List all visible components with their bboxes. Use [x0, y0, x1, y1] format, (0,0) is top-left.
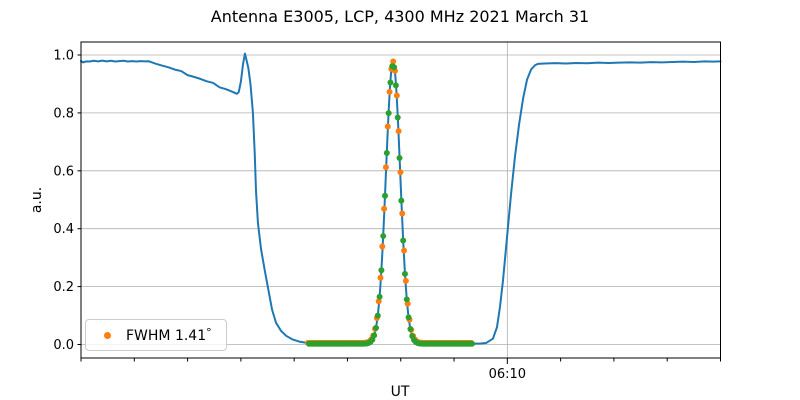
y-axis-label: a.u.	[29, 186, 45, 214]
axis-ticks	[77, 54, 721, 364]
gaussian-fit-markers	[305, 63, 475, 347]
y-tick-label: 1.0	[53, 49, 74, 64]
legend-orange-dot-icon	[104, 331, 111, 339]
tick-labels: 0.0 0.2 0.4 0.6 0.8 1.0 06:10	[53, 49, 526, 383]
x-tick-label: 06:10	[489, 367, 526, 382]
y-tick-label: 0.6	[53, 164, 74, 179]
degree-symbol: °	[206, 326, 212, 339]
y-tick-label: 0.0	[53, 338, 74, 353]
legend: FWHM 1.41°	[85, 319, 227, 351]
y-tick-label: 0.2	[53, 280, 74, 295]
legend-label: FWHM 1.41°	[126, 326, 212, 344]
y-tick-label: 0.8	[53, 106, 74, 121]
x-axis-label: UT	[390, 384, 410, 400]
y-tick-label: 0.4	[53, 222, 74, 237]
chart-title: Antenna E3005, LCP, 4300 MHz 2021 March …	[210, 7, 590, 26]
